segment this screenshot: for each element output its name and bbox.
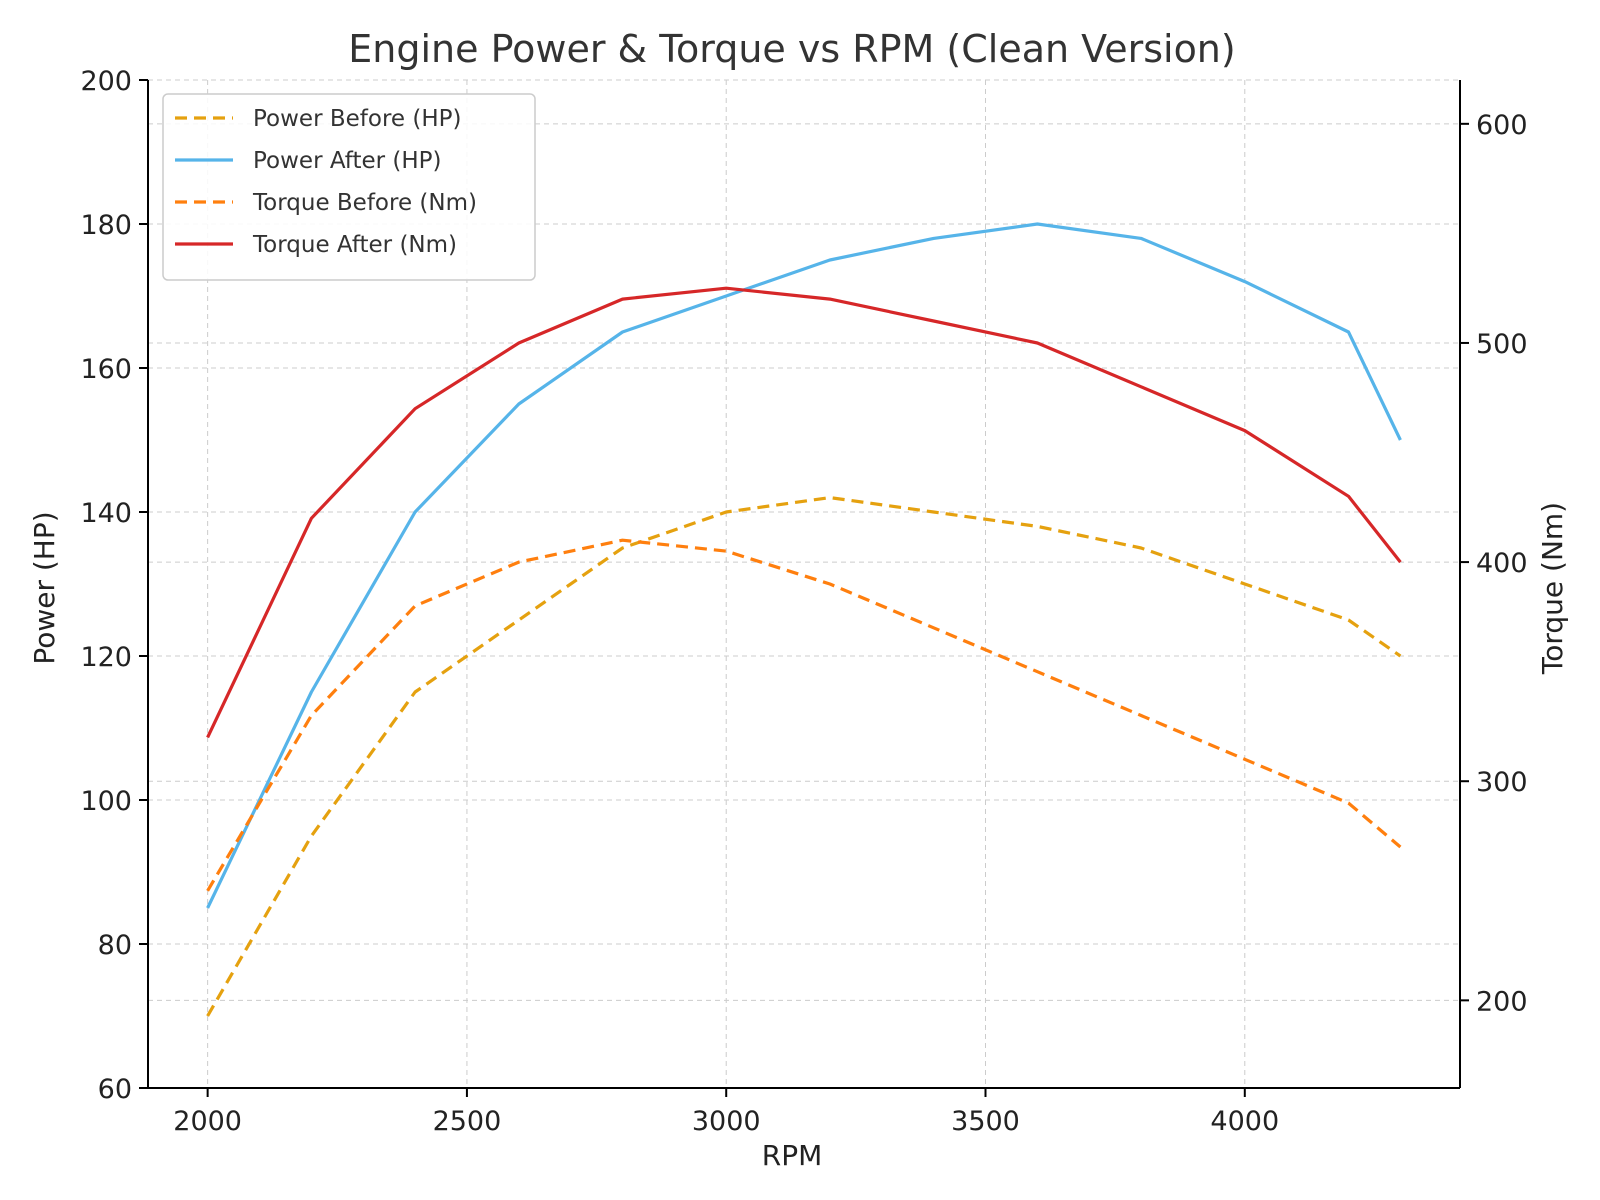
legend-box [162, 93, 536, 281]
y-left-tick-label: 160 [80, 354, 132, 385]
x-tick-label: 4000 [1210, 1106, 1279, 1137]
legend-label: Torque After (Nm) [252, 232, 457, 258]
y-right-tick-label: 300 [1476, 767, 1528, 798]
x-axis-label: RPM [762, 1139, 823, 1172]
chart-title: Engine Power & Torque vs RPM (Clean Vers… [348, 27, 1235, 71]
legend-label: Power Before (HP) [253, 106, 461, 132]
legend-label: Torque Before (Nm) [252, 190, 477, 216]
y-axis-left-label: Power (HP) [28, 511, 61, 664]
y-left-tick-label: 60 [98, 1074, 132, 1105]
legend-label: Power After (HP) [253, 148, 442, 174]
y-left-tick-label: 180 [80, 210, 132, 241]
y-right-tick-label: 600 [1476, 110, 1528, 141]
series-layer [206, 222, 1402, 1017]
legend: Power Before (HP) Power After (HP) Torque … [162, 93, 536, 281]
series-line-1 [206, 496, 1402, 1017]
y-left-tick-label: 80 [98, 930, 132, 961]
y-axis-right-label: Torque (Nm) [1536, 502, 1569, 675]
y-left-tick-label: 200 [80, 66, 132, 97]
series-line-3 [206, 538, 1402, 892]
y-right-tick-label: 200 [1476, 986, 1528, 1017]
x-tick-label: 2500 [433, 1106, 502, 1137]
x-tick-label: 3500 [951, 1106, 1020, 1137]
series-line-2 [206, 222, 1402, 909]
axes-layer: 2000 2500 3000 3500 4000 60 80 100 120 140 160 180 2… [80, 66, 1527, 1137]
x-tick-label: 2000 [173, 1106, 242, 1137]
y-left-tick-label: 140 [80, 498, 132, 529]
y-left-tick-label: 120 [80, 642, 132, 673]
x-tick-label: 3000 [692, 1106, 761, 1137]
grid-layer [148, 79, 1460, 1089]
y-right-tick-label: 400 [1476, 548, 1528, 579]
series-line-4 [206, 286, 1402, 739]
y-right-tick-label: 500 [1476, 329, 1528, 360]
y-left-tick-label: 100 [80, 786, 132, 817]
